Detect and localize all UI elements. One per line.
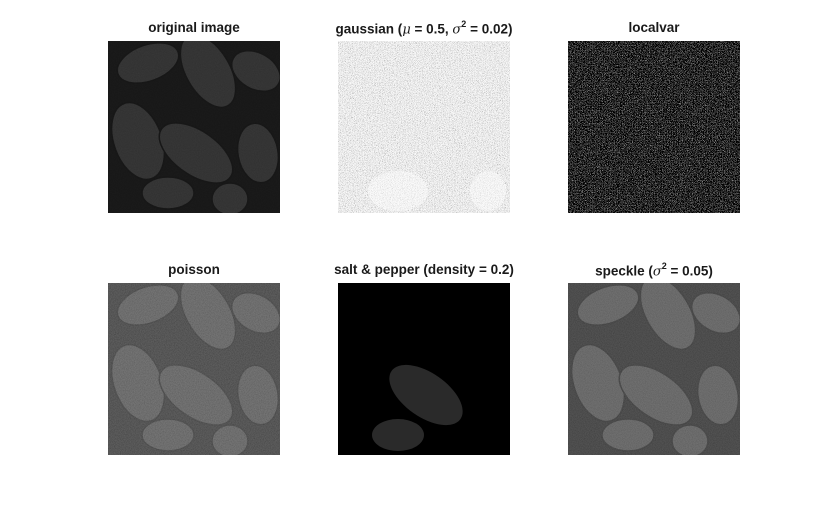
sigma-exponent: 2 (461, 19, 466, 29)
salt-pepper-noise-image (338, 283, 510, 455)
sigma-exponent: 2 (662, 261, 667, 271)
speckle-noise-image (568, 283, 740, 455)
title-gaussian-sigma-part: = 0.02) (466, 22, 512, 37)
panel-title-saltpepper: salt & pepper (density = 0.2) (298, 262, 550, 282)
poisson-noise-image (108, 283, 280, 455)
sigma-symbol: σ (452, 23, 461, 38)
panel-title-poisson: poisson (68, 262, 320, 282)
sigma-symbol: σ (653, 265, 662, 280)
localvar-noise-image (568, 41, 740, 213)
panel-title-original: original image (68, 20, 320, 40)
mu-symbol: μ (402, 23, 410, 38)
seed-pods-original-image (108, 41, 280, 213)
panel-title-localvar: localvar (528, 20, 780, 40)
title-gaussian-mu-part: = 0.5, (411, 22, 453, 37)
gaussian-noise-image (338, 41, 510, 213)
title-gaussian-prefix: gaussian ( (336, 22, 403, 37)
panel-title-gaussian: gaussian (μ = 0.5, σ2 = 0.02) (298, 20, 550, 40)
title-speckle-sigma-part: = 0.05) (667, 264, 713, 279)
title-speckle-prefix: speckle ( (595, 264, 653, 279)
panel-title-speckle: speckle (σ2 = 0.05) (528, 262, 780, 282)
